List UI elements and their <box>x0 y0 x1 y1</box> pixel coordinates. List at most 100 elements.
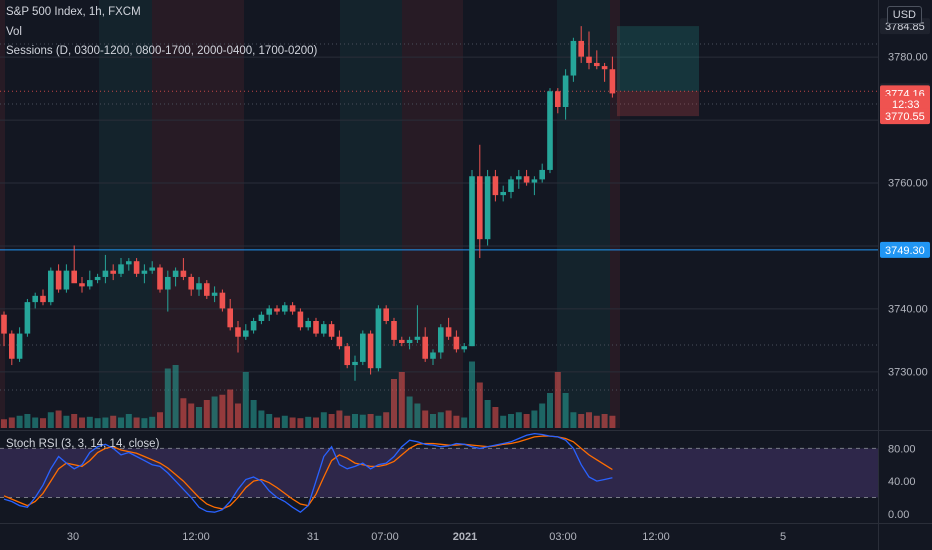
volume-bar <box>8 417 15 428</box>
candle-body <box>305 321 311 328</box>
volume-bar <box>414 403 421 428</box>
price-tick-label: 3740.00 <box>888 303 928 315</box>
volume-bar <box>133 417 140 428</box>
candle-body <box>492 176 499 196</box>
volume-bar <box>55 410 62 428</box>
volume-bar <box>531 410 538 428</box>
candle-body <box>157 267 163 290</box>
volume-bar <box>235 403 241 428</box>
volume-bar <box>157 412 163 428</box>
volume-bar <box>539 403 546 428</box>
session-band <box>610 0 620 428</box>
session-band <box>557 0 610 428</box>
candle-body <box>523 176 530 183</box>
target-zone <box>617 26 699 92</box>
price-label-bg <box>880 108 930 125</box>
candle-body <box>313 321 319 334</box>
volume-bar <box>250 400 257 428</box>
volume-bar <box>500 415 507 428</box>
volume-bar <box>320 412 327 428</box>
rsi-tick-label: 40.00 <box>888 476 916 488</box>
price-label-bg <box>880 95 930 112</box>
volume-bar <box>79 417 85 428</box>
currency-button[interactable]: USD <box>886 6 922 24</box>
stoch-rsi-legend[interactable]: Stoch RSI (3, 3, 14, 14, close) <box>6 438 160 450</box>
stoch-rsi-k-line <box>3 432 613 514</box>
rsi-band <box>0 448 878 498</box>
volume-bar <box>570 412 577 428</box>
candle-body <box>477 176 483 240</box>
rsi-tick-label: 0.00 <box>888 509 909 521</box>
volume-bar <box>593 415 600 428</box>
symbol-legend[interactable]: S&P 500 Index, 1h, FXCM <box>6 6 141 18</box>
candle-body <box>375 308 382 369</box>
candle-body <box>399 339 405 344</box>
price-label-low: 3770.55 <box>880 108 930 125</box>
volume-bar <box>242 372 249 428</box>
volume-bar <box>118 417 124 428</box>
price-tick-label: 3780.00 <box>888 52 928 64</box>
volume-bar <box>297 418 304 428</box>
sessions-legend[interactable]: Sessions (D, 0300-1200, 0800-1700, 2000-… <box>6 45 318 57</box>
price-label-text: 3749.30 <box>885 245 925 257</box>
session-band <box>0 0 5 428</box>
candle-body <box>211 292 218 296</box>
volume-bar <box>63 415 70 428</box>
volume-bar <box>422 410 429 428</box>
candle-body <box>297 311 304 328</box>
volume-bar <box>391 379 397 428</box>
volume-bar <box>445 410 452 428</box>
candle-body <box>367 333 374 369</box>
price-label-bg <box>880 241 930 258</box>
volume-bar <box>24 414 31 428</box>
time-tick-label: 03:00 <box>549 531 577 543</box>
volume-bar <box>172 365 179 428</box>
candle-body <box>594 62 600 67</box>
volume-bar <box>547 393 553 428</box>
volume-bar <box>289 417 296 428</box>
candle-body <box>40 295 46 303</box>
volume-bar <box>344 415 351 428</box>
candle-body <box>48 270 54 303</box>
candle-body <box>63 270 70 290</box>
volume-bar <box>367 414 374 428</box>
candle-body <box>274 308 280 312</box>
volume-bar <box>1 419 7 428</box>
candle-body <box>149 267 155 271</box>
candle-body <box>94 276 101 281</box>
candle-body <box>406 339 413 344</box>
session-band <box>99 0 152 428</box>
candle-body <box>601 66 608 70</box>
candle-body <box>430 352 436 359</box>
volume-bar <box>492 407 499 428</box>
volume-bar <box>141 418 148 428</box>
candle-body <box>360 333 366 362</box>
volume-bar <box>203 400 210 428</box>
candle-body <box>250 321 257 331</box>
candle-body <box>328 324 335 337</box>
candle-body <box>9 333 15 359</box>
candle-body <box>445 327 452 337</box>
candle-body <box>547 91 553 170</box>
volume-legend[interactable]: Vol <box>6 26 22 38</box>
candle-body <box>110 270 116 274</box>
volume-bar <box>281 415 288 428</box>
volume-bar <box>47 412 54 428</box>
candle-body <box>570 40 577 76</box>
candle-body <box>586 56 592 63</box>
volume-bar <box>258 410 265 428</box>
candle-body <box>344 346 350 366</box>
time-tick-label: 12:00 <box>642 531 670 543</box>
candle-body <box>508 179 514 192</box>
candle-body <box>172 270 179 277</box>
volume-bar <box>110 415 117 428</box>
candle-body <box>266 308 272 315</box>
volume-bar <box>188 403 195 428</box>
volume-bar <box>578 414 585 428</box>
candle-body <box>243 330 249 337</box>
candle-body <box>352 361 358 366</box>
volume-bar <box>40 418 46 428</box>
volume-bar <box>476 382 483 428</box>
volume-bar <box>601 414 608 428</box>
